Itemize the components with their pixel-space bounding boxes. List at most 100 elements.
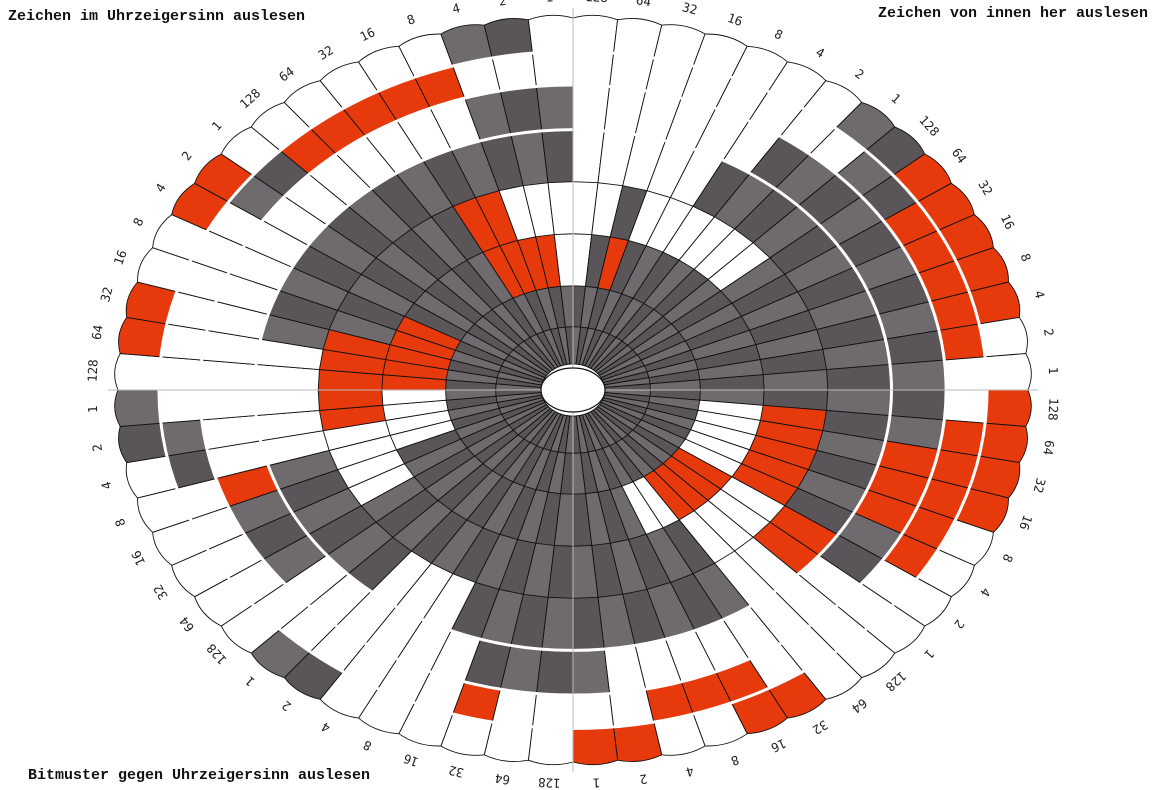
- bit-weight-label: 2: [1041, 327, 1057, 337]
- bit-weight-label: 1: [242, 673, 258, 689]
- bit-weight-label: 2: [951, 617, 968, 632]
- bit-weight-label: 1: [1046, 367, 1061, 375]
- wheel-cell: [196, 359, 257, 391]
- bit-weight-label: 32: [975, 177, 996, 198]
- bit-weight-label: 64: [276, 63, 297, 84]
- bit-weight-label: 4: [451, 0, 462, 16]
- bit-weight-label: 16: [401, 751, 420, 770]
- wheel-cell: [155, 389, 203, 424]
- wheel-cell: [114, 389, 162, 427]
- wheel-sectors: [114, 14, 1032, 766]
- bit-weight-label: 4: [152, 181, 169, 195]
- bit-weight-label: 1: [545, 0, 553, 5]
- wheel-cell: [984, 353, 1032, 391]
- bit-weight-label: 1: [208, 118, 224, 134]
- wheel-cell: [572, 648, 611, 699]
- read-from-inside-note: Zeichen von innen her auslesen: [877, 5, 1148, 22]
- bit-weight-label: 32: [97, 285, 115, 303]
- bit-weight-label: 1: [921, 646, 937, 662]
- bit-weight-label: 64: [635, 0, 652, 9]
- bit-weight-label: 4: [813, 44, 827, 61]
- bit-weight-label: 64: [494, 771, 511, 788]
- bit-weight-label: 64: [949, 145, 970, 166]
- wheel-cell: [572, 14, 619, 54]
- bit-weight-label: 8: [361, 737, 374, 754]
- bit-weight-label: 8: [772, 26, 785, 43]
- wheel-cell: [531, 693, 574, 732]
- wheel-cell: [889, 359, 950, 391]
- bit-weight-label: 2: [279, 698, 294, 715]
- bit-weight-label: 64: [849, 696, 870, 717]
- bit-weight-label: 16: [110, 248, 129, 267]
- wheel-cell: [572, 81, 611, 132]
- bit-weight-label: 2: [89, 443, 105, 453]
- bit-weight-label: 2: [498, 0, 508, 9]
- bit-weight-label: 32: [1031, 476, 1049, 494]
- bit-weight-label: 32: [150, 582, 171, 603]
- wheel-cell: [613, 18, 663, 59]
- bit-weight-label: 16: [128, 548, 148, 568]
- wheel-cell: [943, 389, 991, 424]
- wheel-cell: [978, 422, 1028, 464]
- bit-weight-label: 4: [98, 480, 114, 491]
- wheel-cell: [114, 353, 162, 391]
- bit-weight-label: 32: [447, 763, 465, 781]
- bit-weight-label: 2: [178, 148, 195, 163]
- wheel-cell: [889, 389, 950, 421]
- wheel-cell: [572, 48, 615, 87]
- bit-weight-label: 1: [888, 90, 904, 106]
- wheel-cell: [535, 81, 574, 132]
- bit-weight-label: 2: [852, 66, 867, 83]
- center-hub: [540, 367, 606, 413]
- wheel-cell: [527, 726, 574, 766]
- bit-weight-label: 64: [176, 614, 197, 635]
- bit-weight-label: 64: [89, 324, 106, 341]
- bit-weight-label: 128: [883, 668, 910, 694]
- wheel-cell: [527, 14, 574, 54]
- wheel-cell: [984, 389, 1032, 427]
- wheel-cell: [943, 356, 991, 391]
- bit-weight-label: 128: [585, 0, 608, 5]
- wheel-cell: [572, 726, 619, 766]
- bit-weight-label: 8: [112, 516, 129, 528]
- bit-weight-label: 8: [405, 11, 417, 28]
- bit-weight-label: 8: [729, 752, 741, 769]
- bit-weight-label: 32: [810, 717, 831, 738]
- bit-weight-label: 4: [319, 719, 333, 736]
- bit-weight-label: 2: [639, 771, 649, 787]
- wheel-cell: [250, 389, 320, 416]
- bit-weight-label: 128: [85, 359, 101, 382]
- bit-weight-label: 16: [357, 24, 377, 44]
- wheel-cell: [613, 721, 663, 762]
- bit-weight-label: 128: [203, 641, 229, 668]
- bit-weight-label: 16: [1016, 513, 1035, 532]
- bit-weight-label: 8: [999, 552, 1016, 565]
- read-clockwise-note: Zeichen im Uhrzeigersinn auslesen: [8, 8, 306, 25]
- bit-weight-label: 16: [998, 212, 1018, 232]
- bit-weight-label: 64: [1040, 439, 1057, 456]
- wheel-cell: [118, 316, 168, 358]
- bit-weight-label: 32: [315, 42, 336, 63]
- wheel-cell: [535, 648, 574, 699]
- bit-weight-label: 4: [1031, 289, 1047, 300]
- bit-weight-label: 128: [916, 112, 942, 139]
- bit-weight-label: 1: [85, 405, 100, 413]
- bit-weight-label: 128: [538, 775, 561, 790]
- wheel-cell: [826, 364, 896, 391]
- bit-weight-label: 4: [684, 763, 695, 779]
- bit-weight-label: 32: [681, 0, 699, 17]
- wheel-cell: [483, 18, 533, 59]
- bit-weight-label: 8: [1018, 251, 1035, 263]
- wheel-cell: [118, 422, 168, 464]
- wheel-cell: [531, 48, 574, 87]
- read-counterclockwise-note: Bitmuster gegen Uhrzeigersinn auslesen: [28, 767, 371, 784]
- wheel-cell: [155, 356, 203, 391]
- wheel-cell: [483, 721, 533, 762]
- bit-weight-labels: 1286432168421128643216842112864321684211…: [85, 0, 1062, 790]
- bit-weight-label: 1: [592, 775, 600, 790]
- bit-weight-label: 16: [725, 10, 744, 29]
- wheel-hub: [540, 367, 606, 413]
- bit-weight-label: 8: [130, 215, 147, 228]
- bit-weight-label: 4: [977, 585, 994, 599]
